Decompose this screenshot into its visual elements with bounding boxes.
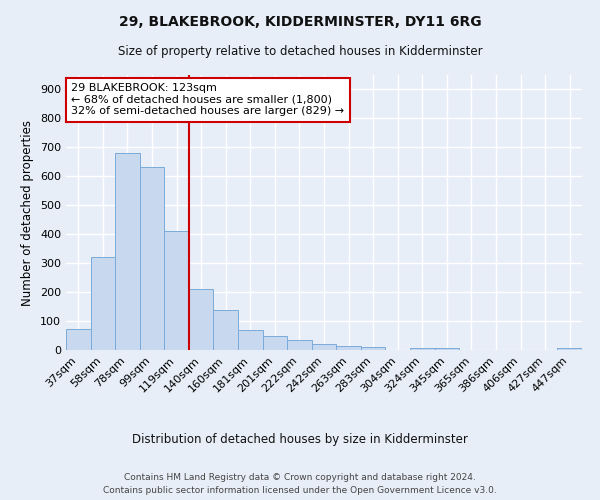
Bar (361, 347, 385, 350)
Text: Contains HM Land Registry data © Crown copyright and database right 2024.: Contains HM Land Registry data © Crown c… (124, 472, 476, 482)
Bar (115, 153, 140, 350)
Y-axis label: Number of detached properties: Number of detached properties (22, 120, 34, 306)
Bar (238, 330, 263, 350)
Bar (263, 336, 287, 350)
Bar (66, 329, 91, 350)
Text: 29 BLAKEBROOK: 123sqm
← 68% of detached houses are smaller (1,800)
32% of semi-d: 29 BLAKEBROOK: 123sqm ← 68% of detached … (71, 83, 344, 116)
Bar (164, 232, 189, 350)
Bar (434, 348, 459, 350)
Bar (189, 289, 214, 350)
Bar (140, 167, 164, 350)
Bar (287, 340, 312, 350)
Text: Distribution of detached houses by size in Kidderminster: Distribution of detached houses by size … (132, 432, 468, 446)
Bar (214, 310, 238, 350)
Text: Size of property relative to detached houses in Kidderminster: Size of property relative to detached ho… (118, 45, 482, 58)
Bar (336, 346, 361, 350)
Bar (312, 344, 336, 350)
Bar (91, 258, 115, 350)
Text: Contains public sector information licensed under the Open Government Licence v3: Contains public sector information licen… (103, 486, 497, 495)
Bar (557, 348, 582, 350)
Bar (410, 348, 434, 350)
Text: 29, BLAKEBROOK, KIDDERMINSTER, DY11 6RG: 29, BLAKEBROOK, KIDDERMINSTER, DY11 6RG (119, 15, 481, 29)
